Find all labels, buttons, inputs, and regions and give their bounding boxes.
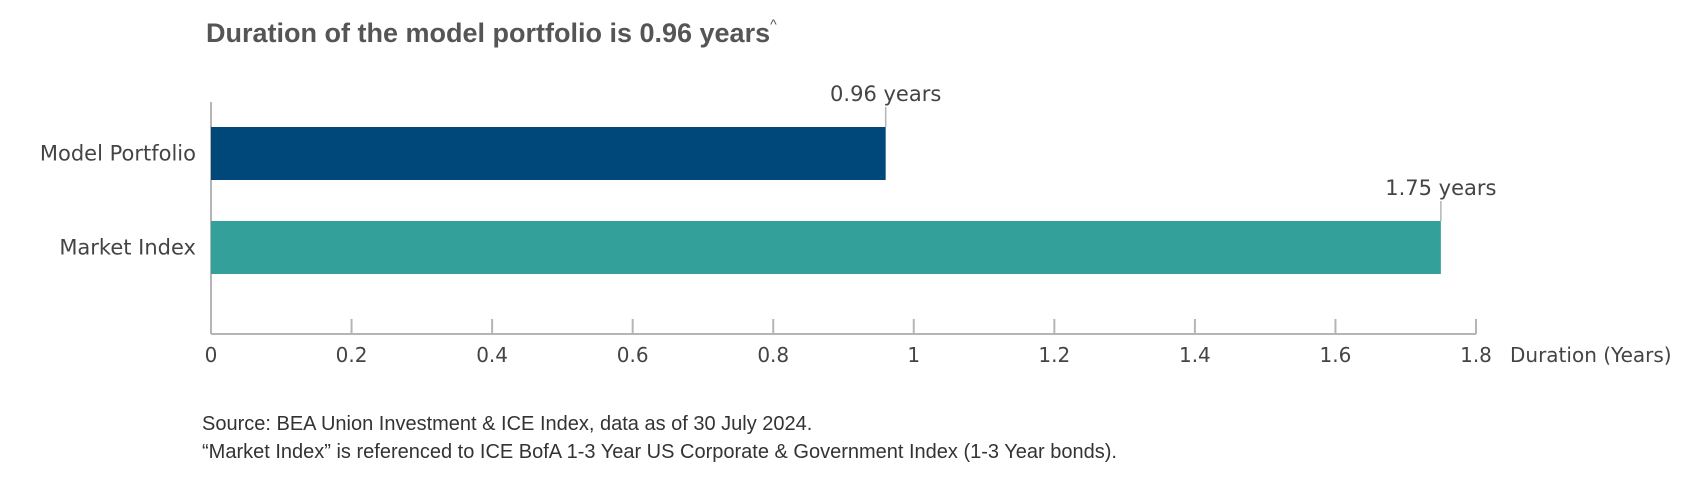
chart-bars [211,107,1442,274]
x-tick-label: 0 [205,343,218,367]
x-axis-label: Duration (Years) [1510,343,1672,367]
x-tick-label: 0.8 [757,343,789,367]
chart-title: Duration of the model portfolio is 0.96 … [206,16,777,49]
x-tick-label: 1 [907,343,920,367]
data-label: 1.75 years [1385,176,1496,200]
bar-market-index [211,221,1441,274]
x-tick-label: 1.4 [1179,343,1211,367]
title-footnote-mark: ^ [770,16,777,32]
x-tick-label: 1.2 [1038,343,1070,367]
x-tick-label: 1.6 [1320,343,1352,367]
footnotes: Source: BEA Union Investment & ICE Index… [202,410,1117,466]
x-tick-label: 0.6 [617,343,649,367]
chart-title-text: Duration of the model portfolio is 0.96 … [206,18,771,48]
x-tick-label: 0.4 [476,343,508,367]
x-tick-label: 1.8 [1460,343,1492,367]
chart-axes: 0 0.2 0.4 0.6 0.8 1 1.2 1.4 1.6 1.8 Duration (Year… [205,102,1672,367]
index-note: “Market Index” is referenced to ICE BofA… [202,441,1117,463]
source-note: Source: BEA Union Investment & ICE Index… [202,413,813,435]
data-label: 0.96 years [830,82,941,106]
category-label: Market Index [59,236,196,260]
x-tick-label: 0.2 [336,343,368,367]
chart-labels: 0.96 years Model Portfolio 1.75 years Marke… [40,82,1497,260]
bar-model-portfolio [211,127,886,180]
category-label: Model Portfolio [40,142,196,166]
duration-bar-chart: 0 0.2 0.4 0.6 0.8 1 1.2 1.4 1.6 1.8 Duration (Year… [40,82,1672,367]
